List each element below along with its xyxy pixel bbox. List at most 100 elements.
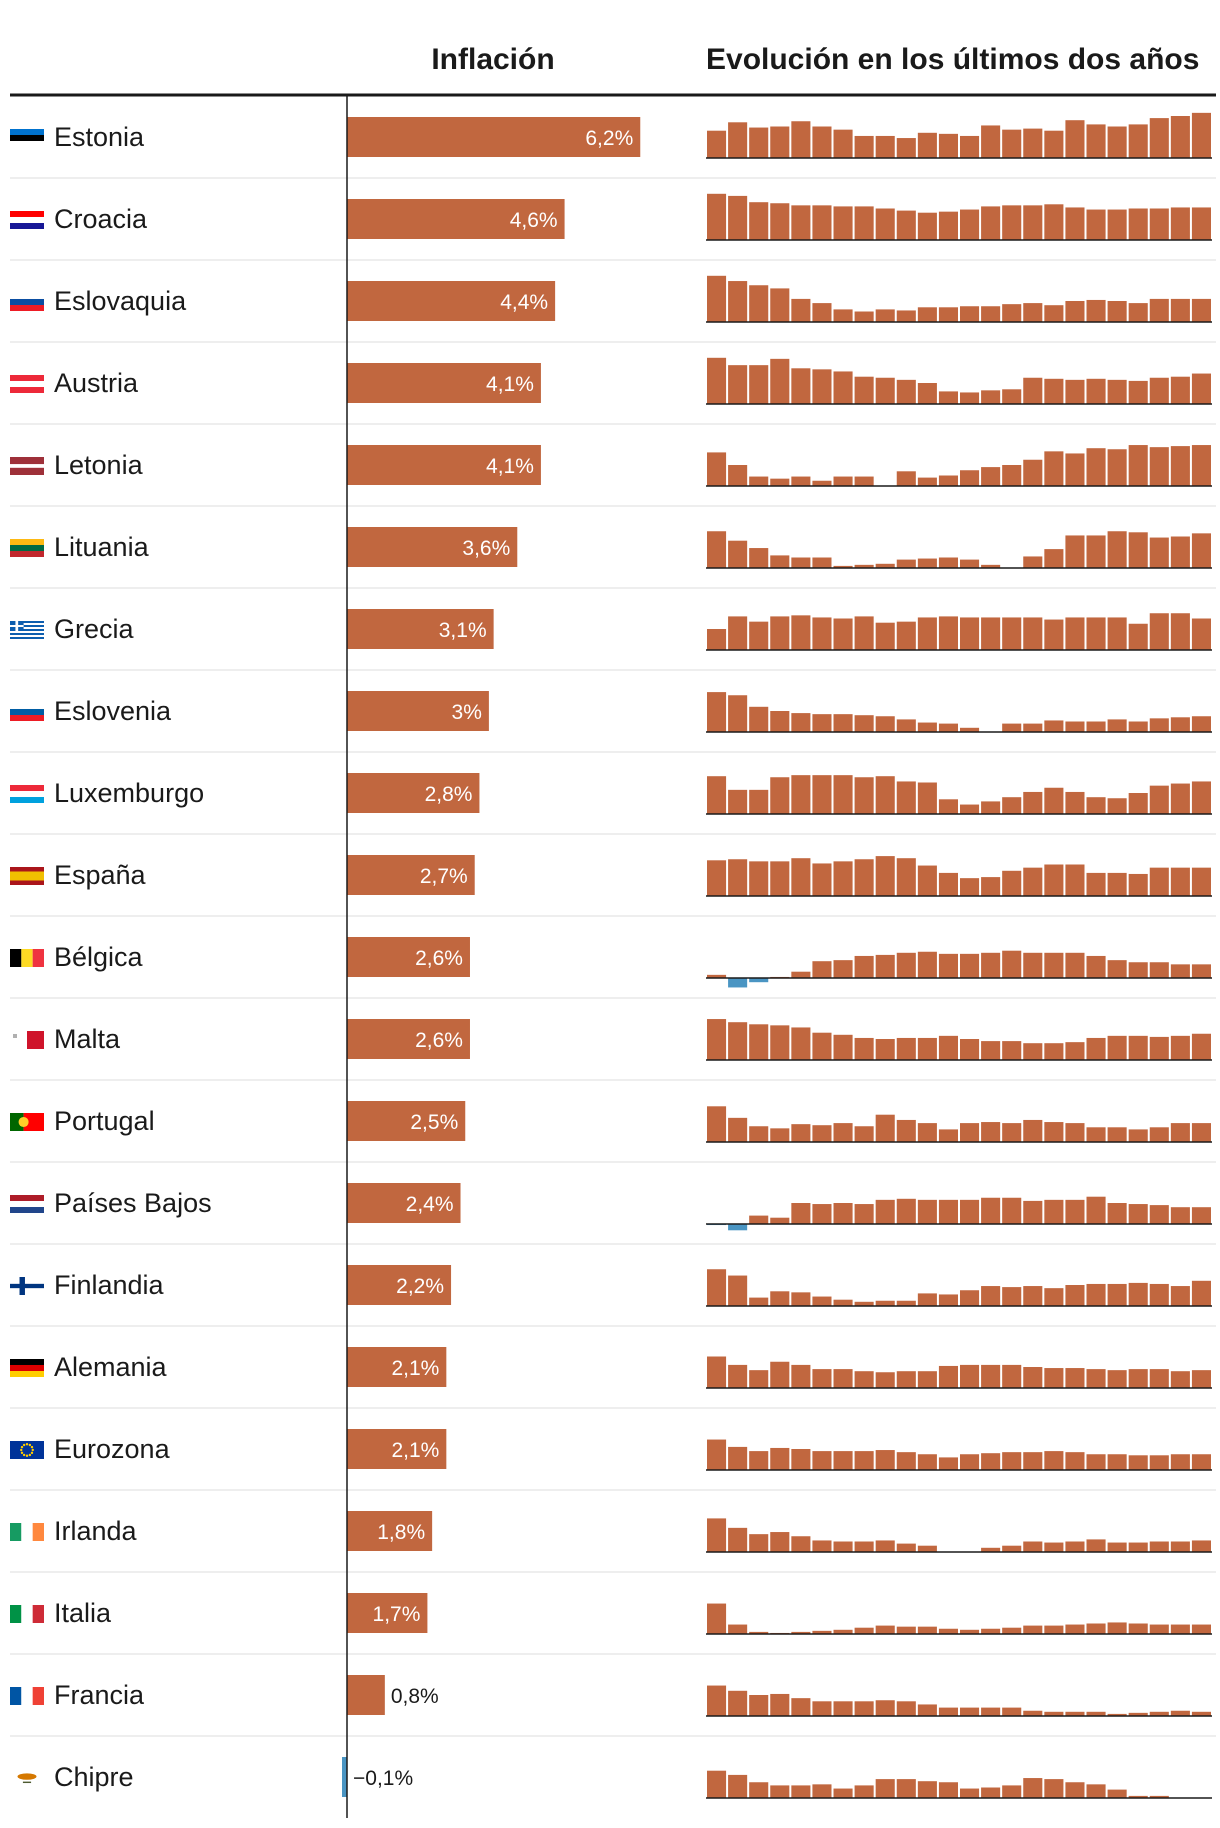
inflation-bar bbox=[347, 1593, 428, 1633]
evolution-bar bbox=[854, 1541, 874, 1552]
evolution-bar bbox=[854, 1037, 874, 1060]
evolution-bar bbox=[791, 368, 811, 404]
evolution-bar bbox=[938, 1199, 958, 1224]
evolution-bar bbox=[833, 1788, 853, 1798]
evolution-bar bbox=[981, 564, 1001, 568]
evolution-bar bbox=[833, 1299, 853, 1306]
evolution-bar bbox=[749, 706, 769, 732]
inflation-value-label: 2,1% bbox=[391, 1357, 439, 1380]
country-row: Países Bajos 2,4% bbox=[10, 1183, 1216, 1245]
country-name: Croacia bbox=[54, 204, 148, 234]
evolution-bar bbox=[938, 475, 958, 486]
evolution-bar bbox=[1191, 373, 1211, 404]
evolution-bar bbox=[960, 727, 980, 732]
evolution-bar bbox=[1044, 451, 1064, 486]
evolution-bar bbox=[981, 801, 1001, 814]
evolution-bar bbox=[728, 1624, 748, 1634]
evolution-bar bbox=[833, 1541, 853, 1552]
evolution-bar bbox=[896, 138, 916, 158]
inflation-bar bbox=[347, 1511, 433, 1551]
evolution-bar bbox=[1191, 618, 1211, 650]
evolution-bar bbox=[1107, 301, 1127, 322]
evolution-bar bbox=[854, 135, 874, 158]
evolution-bar bbox=[981, 952, 1001, 978]
country-row: España 2,7% bbox=[10, 855, 1216, 917]
evolution-bar bbox=[917, 477, 937, 486]
evolution-bar bbox=[1107, 960, 1127, 978]
evolution-bar bbox=[981, 1286, 1001, 1306]
evolution-bar bbox=[1086, 378, 1106, 404]
evolution-bar bbox=[1065, 207, 1085, 240]
evolution-bar bbox=[812, 1125, 832, 1142]
evolution-bar bbox=[812, 205, 832, 240]
evolution-bar bbox=[1107, 531, 1127, 568]
evolution-bar bbox=[833, 618, 853, 650]
evolution-bar bbox=[917, 1199, 937, 1224]
evolution-bar bbox=[1149, 1711, 1169, 1716]
evolution-bar bbox=[833, 371, 853, 404]
country-name: Malta bbox=[54, 1024, 121, 1054]
flag-lithuania-icon bbox=[10, 539, 44, 557]
country-row: Finlandia 2,2% bbox=[10, 1265, 1216, 1327]
evolution-bar bbox=[917, 1626, 937, 1634]
evolution-bar bbox=[960, 1707, 980, 1716]
evolution-bar bbox=[896, 621, 916, 650]
evolution-bar bbox=[791, 615, 811, 650]
evolution-bar bbox=[1002, 129, 1022, 158]
evolution-bar bbox=[854, 616, 874, 650]
evolution-bar bbox=[1149, 1795, 1169, 1798]
evolution-bar bbox=[981, 877, 1001, 896]
country-row: Malta 2,6% bbox=[10, 1019, 1216, 1081]
evolution-bar bbox=[707, 1518, 727, 1552]
inflation-column-header: Inflación bbox=[431, 43, 554, 76]
evolution-bar bbox=[896, 1452, 916, 1470]
inflation-value-label: 2,4% bbox=[406, 1193, 454, 1216]
evolution-bar bbox=[896, 781, 916, 814]
evolution-bar bbox=[812, 1540, 832, 1552]
evolution-bar bbox=[1002, 617, 1022, 650]
evolution-bar bbox=[728, 1774, 748, 1798]
evolution-bar bbox=[896, 1198, 916, 1224]
evolution-bar bbox=[875, 1199, 895, 1224]
evolution-bar bbox=[1086, 872, 1106, 896]
evolution-bar bbox=[1149, 1283, 1169, 1306]
evolution-bar bbox=[833, 206, 853, 240]
flag-belgium-icon bbox=[10, 949, 44, 967]
inflation-bar bbox=[347, 1101, 466, 1141]
inflation-value-label: 2,7% bbox=[420, 865, 468, 888]
evolution-bar bbox=[1002, 1627, 1022, 1634]
flag-italy-icon bbox=[10, 1605, 44, 1623]
evolution-bar bbox=[833, 565, 853, 568]
country-name: Eslovaquia bbox=[54, 286, 187, 316]
country-name: Eslovenia bbox=[54, 696, 172, 726]
country-name: Austria bbox=[54, 368, 139, 398]
evolution-bar bbox=[1149, 613, 1169, 650]
evolution-bar bbox=[917, 558, 937, 568]
evolution-bar bbox=[960, 1364, 980, 1388]
evolution-bar bbox=[938, 723, 958, 732]
evolution-bar bbox=[981, 1122, 1001, 1142]
evolution-bar bbox=[938, 1628, 958, 1634]
country-name: Letonia bbox=[54, 450, 144, 480]
country-name: Francia bbox=[54, 1680, 145, 1710]
evolution-bar bbox=[749, 1782, 769, 1798]
evolution-bar bbox=[1149, 1205, 1169, 1224]
evolution-bar bbox=[1044, 720, 1064, 732]
flag-germany-icon bbox=[10, 1359, 44, 1377]
evolution-bar bbox=[1044, 864, 1064, 896]
evolution-bar bbox=[1002, 465, 1022, 486]
evolution-bar bbox=[770, 203, 790, 240]
evolution-bar bbox=[1044, 378, 1064, 404]
evolution-bar bbox=[1170, 867, 1190, 896]
flag-eurozone-icon bbox=[10, 1441, 44, 1459]
evolution-bar bbox=[875, 1540, 895, 1552]
evolution-bar bbox=[1002, 723, 1022, 732]
evolution-bar bbox=[707, 130, 727, 158]
evolution-bar bbox=[1149, 1541, 1169, 1552]
evolution-bar bbox=[896, 719, 916, 732]
evolution-bar bbox=[770, 711, 790, 732]
evolution-bar bbox=[960, 1290, 980, 1306]
inflation-value-label: 2,8% bbox=[425, 783, 473, 806]
evolution-bar bbox=[1149, 1127, 1169, 1142]
flag-greece-icon bbox=[10, 621, 44, 639]
